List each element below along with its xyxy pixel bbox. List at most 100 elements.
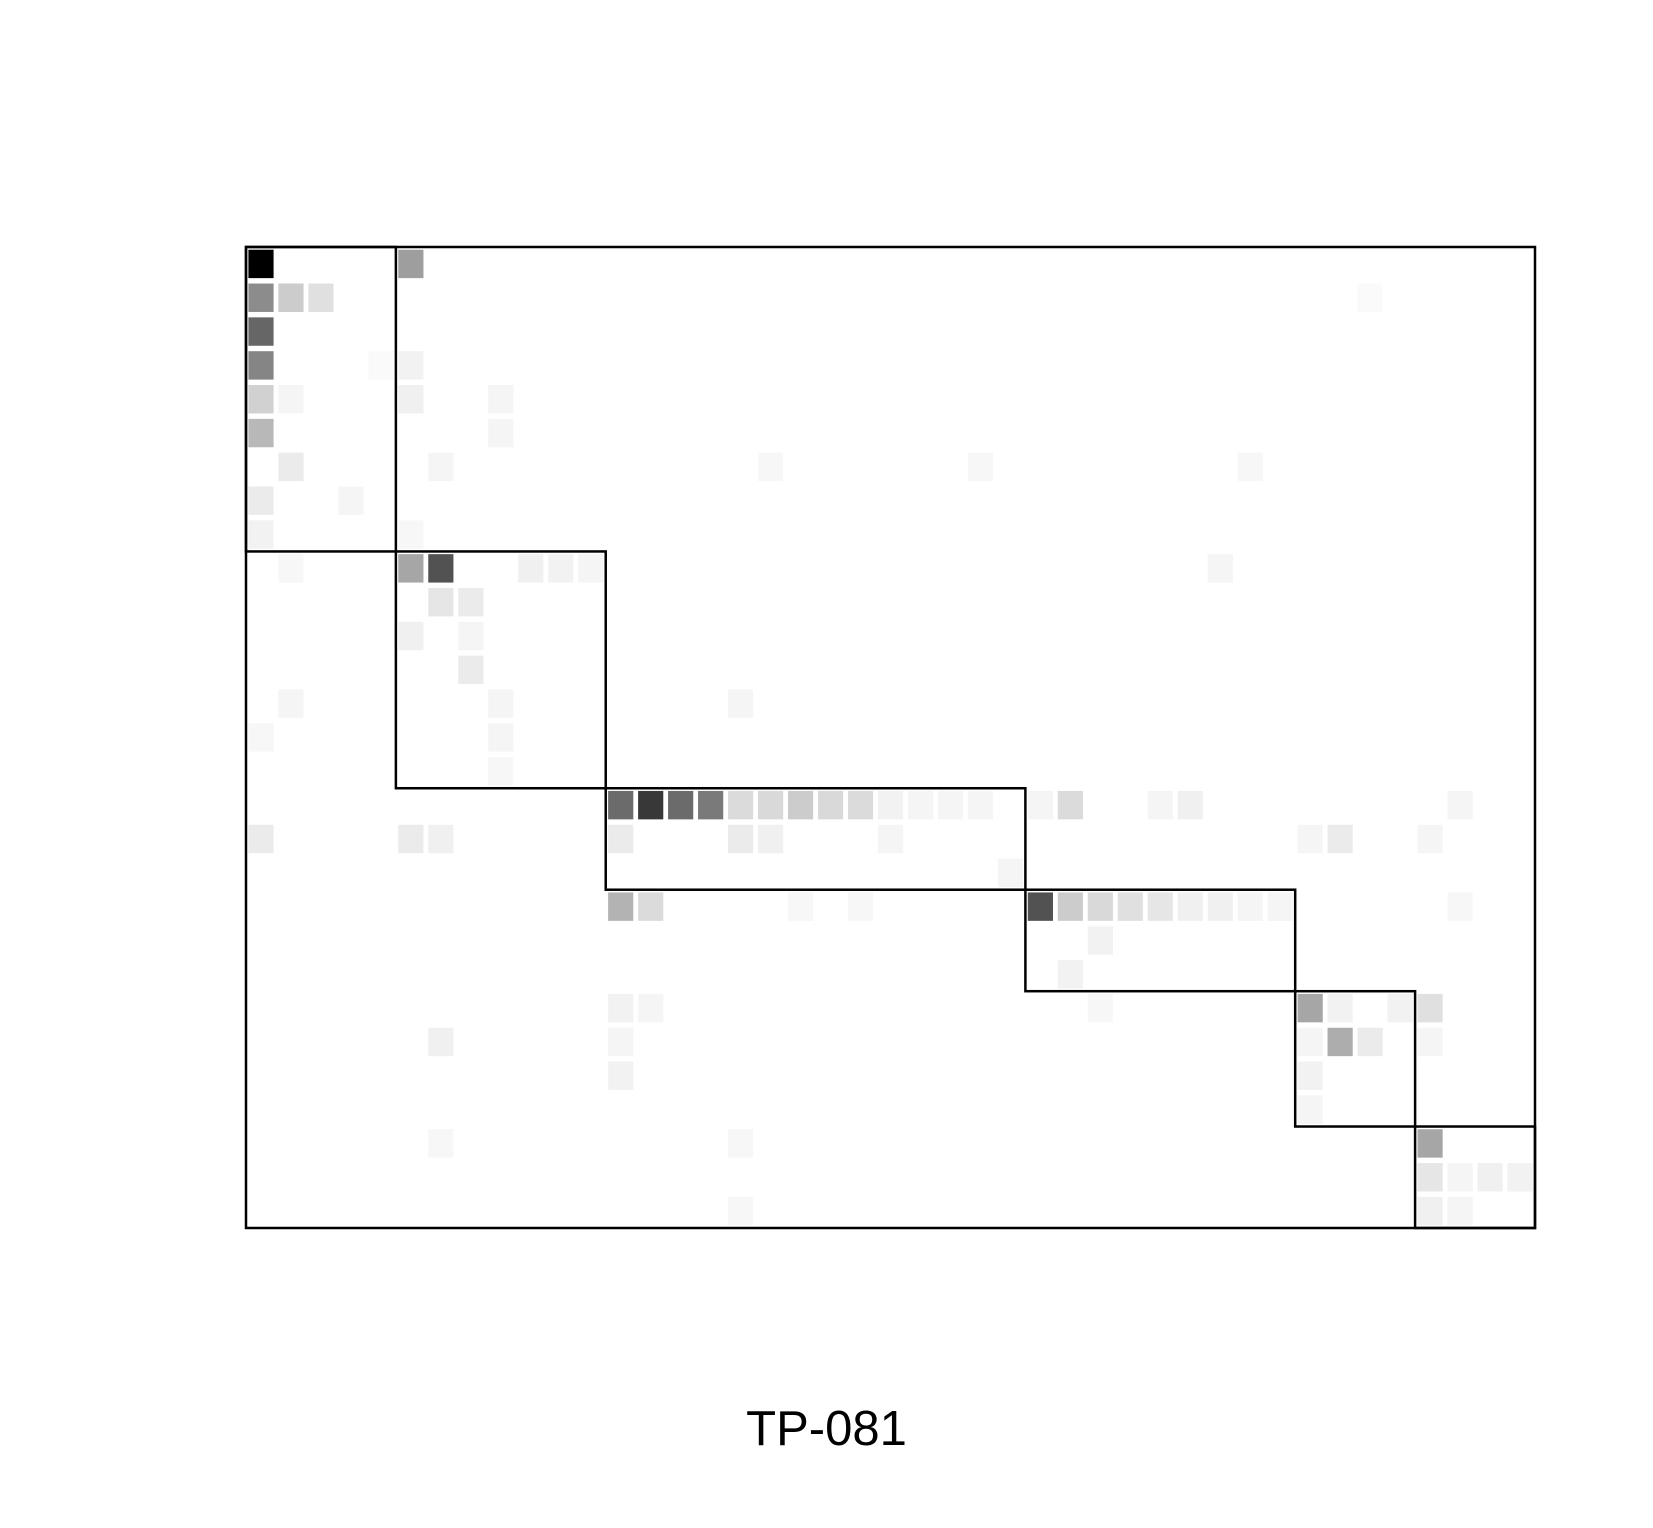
cluster-block-outlines xyxy=(244,245,1537,1230)
heatmap-cell xyxy=(428,1129,454,1158)
heatmap-cell xyxy=(1237,452,1263,482)
heatmap-cell xyxy=(1297,1061,1323,1090)
heatmap-cell xyxy=(758,790,784,820)
heatmap-cell xyxy=(1117,892,1143,921)
heatmap-cell xyxy=(907,790,934,820)
heatmap-cell xyxy=(608,993,634,1023)
heatmap-cell xyxy=(248,824,274,854)
heatmap-cell xyxy=(877,790,904,820)
heatmap-cell xyxy=(967,452,994,482)
heatmap-cell xyxy=(1087,993,1113,1023)
heatmap-cell xyxy=(248,486,274,515)
heatmap-cell xyxy=(1417,993,1443,1023)
heatmap-cell xyxy=(1297,824,1323,854)
heatmap-cell xyxy=(817,790,844,820)
heatmap-cell xyxy=(1417,824,1443,854)
heatmap-cell xyxy=(608,824,634,854)
heatmap-cell xyxy=(1027,892,1053,921)
chart-caption: TP-081 xyxy=(746,1402,907,1456)
heatmap-cell xyxy=(608,1027,634,1057)
heatmap-cell xyxy=(548,554,574,583)
heatmap-cell xyxy=(1057,960,1083,989)
heatmap-cells xyxy=(248,249,1533,1226)
heatmap-cell xyxy=(1417,1027,1443,1057)
heatmap-cell xyxy=(278,385,304,414)
heatmap-cell xyxy=(248,723,274,752)
plot-frame xyxy=(244,245,1537,1230)
heatmap-cell xyxy=(1447,1196,1473,1226)
heatmap-cell xyxy=(937,790,964,820)
heatmap-cell xyxy=(1177,790,1203,820)
heatmap-cell xyxy=(1327,993,1353,1023)
heatmap-cell xyxy=(1057,892,1083,921)
heatmap-cell xyxy=(638,790,664,820)
heatmap-cell xyxy=(1237,892,1263,921)
heatmap-cell xyxy=(458,587,484,617)
heatmap-cell xyxy=(608,790,634,820)
heatmap-cell xyxy=(1297,1027,1323,1057)
heatmap-cell xyxy=(847,790,874,820)
heatmap-cell xyxy=(1087,892,1113,921)
heatmap-cell xyxy=(1357,1027,1383,1057)
heatmap-cell xyxy=(787,790,814,820)
heatmap-cell xyxy=(428,452,454,482)
heatmap-cell xyxy=(518,554,544,583)
heatmap-cell xyxy=(1297,1095,1323,1124)
heatmap-cell xyxy=(1417,1163,1443,1192)
heatmap-cell xyxy=(398,385,424,414)
heatmap-cell xyxy=(758,452,784,482)
heatmap-cell xyxy=(1447,790,1473,820)
heatmap-cell xyxy=(578,554,604,583)
heatmap-cell xyxy=(278,554,304,583)
heatmap-cell xyxy=(248,520,274,549)
heatmap-cell xyxy=(248,385,274,414)
heatmap-cell xyxy=(248,351,274,380)
heatmap-cell xyxy=(308,283,334,312)
heatmap-cell xyxy=(1207,554,1233,583)
heatmap-cell xyxy=(728,824,754,854)
heatmap-cell xyxy=(1447,1163,1473,1192)
heatmap-cell xyxy=(638,993,664,1023)
heatmap-cell xyxy=(1327,1027,1353,1057)
heatmap-cell xyxy=(398,621,424,651)
heatmap-cell xyxy=(1087,926,1113,955)
heatmap-cell xyxy=(248,283,274,312)
heatmap-cell xyxy=(787,892,814,921)
heatmap-cell xyxy=(1387,993,1413,1023)
heatmap-cell xyxy=(278,283,304,312)
heatmap-cell xyxy=(278,452,304,482)
heatmap-cell xyxy=(458,655,484,685)
heatmap-cell xyxy=(248,249,274,279)
cluster-block xyxy=(1293,989,1417,1128)
heatmap-cell xyxy=(847,892,874,921)
heatmap-cell xyxy=(1027,790,1053,820)
heatmap-cell xyxy=(248,418,274,448)
heatmap-cell xyxy=(428,824,454,854)
heatmap-cell xyxy=(1507,1163,1533,1192)
heatmap-cell xyxy=(428,554,454,583)
heatmap-cell xyxy=(1207,892,1233,921)
heatmap-cell xyxy=(1417,1129,1443,1158)
heatmap-cell xyxy=(1147,790,1173,820)
heatmap-cell xyxy=(338,486,364,515)
heatmap-cell xyxy=(1057,790,1083,820)
heatmap-cell xyxy=(608,1061,634,1090)
heatmap-cell xyxy=(488,757,514,786)
heatmap-cell xyxy=(997,858,1023,888)
heatmap-cell xyxy=(1417,1196,1443,1226)
heatmap-cell xyxy=(728,1129,754,1158)
cluster-block xyxy=(394,550,607,790)
heatmap-cell xyxy=(248,317,274,346)
heatmap-cell xyxy=(488,689,514,718)
heatmap-cell xyxy=(398,351,424,380)
heatmap-cell xyxy=(368,351,394,380)
heatmap-cell xyxy=(967,790,994,820)
heatmap-cell xyxy=(278,689,304,718)
heatmap-cell xyxy=(1147,892,1173,921)
heatmap-cell xyxy=(638,892,664,921)
cluster-block xyxy=(604,786,1027,891)
heatmap-cell xyxy=(488,723,514,752)
heatmap-cell xyxy=(1477,1163,1503,1192)
heatmap-cell xyxy=(458,621,484,651)
